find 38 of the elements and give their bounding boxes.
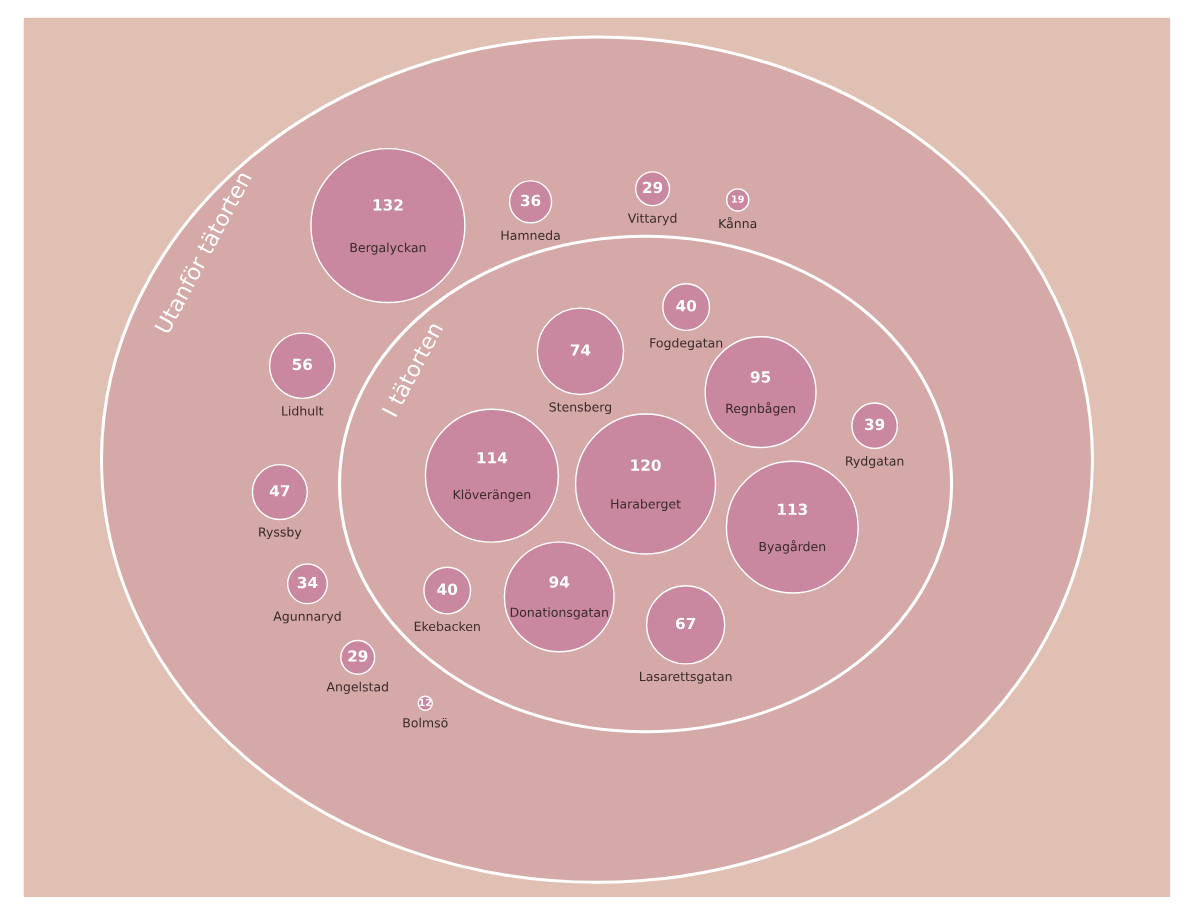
category-label: Haraberget xyxy=(611,498,681,512)
category-label: Byagården xyxy=(759,540,826,554)
category-label: Fogdegatan xyxy=(650,337,723,350)
category-label: Bergalyckan xyxy=(350,242,426,255)
category-label: Ryssby xyxy=(259,527,302,540)
data-label: 120 xyxy=(631,459,661,471)
data-label: 12 xyxy=(419,698,432,706)
data-label: 29 xyxy=(643,181,663,194)
category-label: Angelstad xyxy=(326,681,388,694)
category-label: Donationsgatan xyxy=(510,607,608,620)
data-label: 40 xyxy=(676,299,697,312)
category-label: Agunnaryd xyxy=(273,611,341,624)
category-label: Rydgatan xyxy=(846,456,904,469)
data-label: 74 xyxy=(570,344,591,356)
data-label: 40 xyxy=(437,583,458,595)
category-label: Klöverängen xyxy=(453,489,531,502)
category-label: Regnbågen xyxy=(726,401,795,416)
data-label: 113 xyxy=(778,503,808,516)
category-label: Kånna xyxy=(719,217,757,229)
category-label: Ekebacken xyxy=(414,621,480,632)
data-label: 95 xyxy=(750,371,771,383)
data-label: 19 xyxy=(732,195,744,203)
data-label: 114 xyxy=(477,452,508,464)
data-label: 39 xyxy=(865,418,885,431)
category-label: Stensberg xyxy=(549,401,612,415)
data-label: 29 xyxy=(348,650,368,662)
data-label: 94 xyxy=(549,576,570,588)
data-label: 36 xyxy=(520,194,541,207)
data-label: 34 xyxy=(297,576,318,589)
category-label: Lasarettsgatan xyxy=(640,671,732,684)
category-label: Vittaryd xyxy=(627,213,677,226)
category-label: Lidhult xyxy=(282,405,324,416)
data-label: 56 xyxy=(292,358,313,371)
data-label: 67 xyxy=(675,617,696,630)
category-label: Bolmsö xyxy=(403,717,448,728)
data-label: 132 xyxy=(373,199,403,211)
data-label: 47 xyxy=(269,485,290,497)
category-label: Hamneda xyxy=(501,230,560,241)
